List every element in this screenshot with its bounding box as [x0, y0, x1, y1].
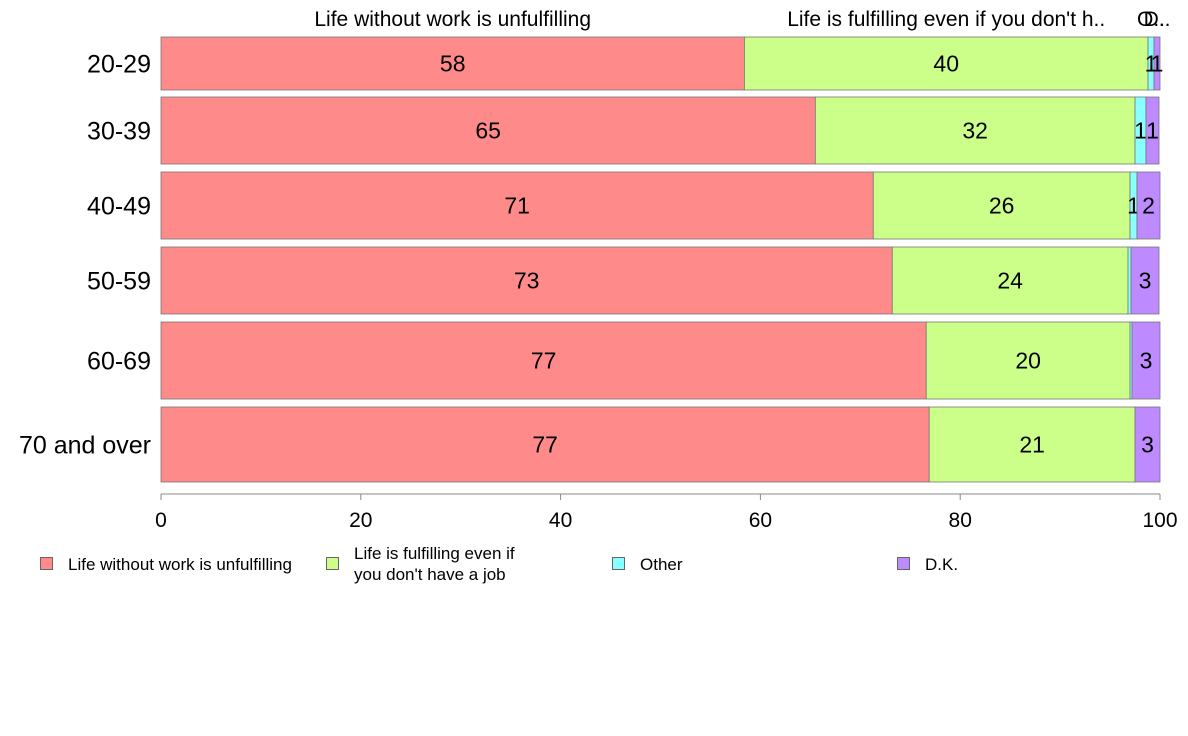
data-label-50-59-d-k: 3 [1139, 268, 1152, 294]
bar-50-59-life-is-fulfilling-even-if-you-don-t-have-a-job [891, 246, 1129, 315]
series-top-label-d-k: D.. [1144, 8, 1171, 31]
bar-50-59-other [1127, 246, 1132, 315]
series-top-label-life-is-fulfilling-even-if-you-don-t-have-a-job: Life is fulfilling even if you don't h.. [787, 8, 1105, 31]
bar-20-29-d-k [1153, 36, 1161, 91]
data-label-30-39-d-k: 1 [1146, 118, 1159, 144]
x-tick-label-60: 60 [749, 509, 772, 532]
data-label-70-and-over-d-k: 3 [1141, 432, 1154, 458]
x-tick-label-40: 40 [549, 509, 572, 532]
data-label-70-and-over-life-is-fulfilling-even-if-you-don-t-have-a-job: 21 [1019, 432, 1045, 458]
bar-60-69-d-k [1131, 321, 1161, 400]
category-label-20-29: 20-29 [87, 51, 151, 79]
data-label-60-69-life-without-work-is-unfulfilling: 77 [531, 348, 557, 374]
category-label-60-69: 60-69 [87, 348, 151, 376]
data-label-60-69-life-is-fulfilling-even-if-you-don-t-have-a-job: 20 [1015, 348, 1041, 374]
bar-50-59-d-k [1130, 246, 1160, 315]
chart-legend: Life without work is unfulfilling Life i… [0, 540, 1188, 600]
category-label-50-59: 50-59 [87, 268, 151, 296]
data-label-50-59-life-without-work-is-unfulfilling: 73 [514, 268, 540, 294]
x-tick-label-0: 0 [155, 509, 167, 532]
bar-40-49-life-is-fulfilling-even-if-you-don-t-have-a-job [872, 171, 1131, 240]
bar-30-39-d-k [1145, 96, 1160, 165]
legend-label-fulfilling: Life is fulfilling even if you don't hav… [354, 544, 515, 584]
series-top-label-other: O.. [1137, 8, 1165, 31]
bar-70-and-over-life-is-fulfilling-even-if-you-don-t-have-a-job [928, 406, 1136, 483]
bar-30-39-life-is-fulfilling-even-if-you-don-t-have-a-job [814, 96, 1136, 165]
category-label-40-49: 40-49 [87, 193, 151, 221]
legend-item-other: Other [612, 540, 890, 575]
data-label-20-29-life-is-fulfilling-even-if-you-don-t-have-a-job: 40 [933, 51, 959, 77]
bar-20-29-life-is-fulfilling-even-if-you-don-t-have-a-job [744, 36, 1149, 91]
data-label-30-39-life-without-work-is-unfulfilling: 65 [475, 118, 501, 144]
bar-40-49-life-without-work-is-unfulfilling [160, 171, 874, 240]
data-label-50-59-life-is-fulfilling-even-if-you-don-t-have-a-job: 24 [997, 268, 1023, 294]
legend-swatch-other [612, 557, 625, 570]
data-label-40-49-life-without-work-is-unfulfilling: 71 [504, 193, 530, 219]
bar-60-69-life-is-fulfilling-even-if-you-don-t-have-a-job [925, 321, 1131, 400]
x-tick-label-20: 20 [349, 509, 372, 532]
bar-30-39-life-without-work-is-unfulfilling [160, 96, 816, 165]
bar-50-59-life-without-work-is-unfulfilling [160, 246, 893, 315]
data-label-30-39-other: 1 [1134, 118, 1147, 144]
data-label-60-69-d-k: 3 [1140, 348, 1153, 374]
bar-70-and-over-d-k [1134, 406, 1161, 483]
legend-swatch-fulfilling [326, 557, 339, 570]
legend-label-dk: D.K. [925, 555, 959, 574]
legend-item-unfulfilling: Life without work is unfulfilling [40, 540, 318, 575]
data-label-30-39-life-is-fulfilling-even-if-you-don-t-have-a-job: 32 [962, 118, 988, 144]
data-label-70-and-over-life-without-work-is-unfulfilling: 77 [532, 432, 558, 458]
legend-label-other: Other [640, 555, 683, 574]
series-top-label-life-without-work-is-unfulfilling: Life without work is unfulfilling [314, 8, 591, 31]
bar-70-and-over-life-without-work-is-unfulfilling [160, 406, 930, 483]
legend-item-fulfilling: Life is fulfilling even if you don't hav… [326, 540, 604, 585]
legend-item-dk: D.K. [897, 540, 1175, 575]
x-tick-label-100: 100 [1142, 509, 1177, 532]
legend-swatch-unfulfilling [40, 557, 53, 570]
x-tick-label-80: 80 [949, 509, 972, 532]
legend-label-unfulfilling: Life without work is unfulfilling [68, 555, 292, 574]
legend-swatch-dk [897, 557, 910, 570]
data-label-20-29-d-k: 1 [1151, 51, 1164, 77]
category-label-30-39: 30-39 [87, 118, 151, 146]
data-label-40-49-life-is-fulfilling-even-if-you-don-t-have-a-job: 26 [989, 193, 1015, 219]
bar-40-49-d-k [1136, 171, 1161, 240]
data-label-40-49-d-k: 2 [1142, 193, 1155, 219]
category-label-70-and-over: 70 and over [19, 432, 151, 460]
data-label-20-29-life-without-work-is-unfulfilling: 58 [440, 51, 466, 77]
